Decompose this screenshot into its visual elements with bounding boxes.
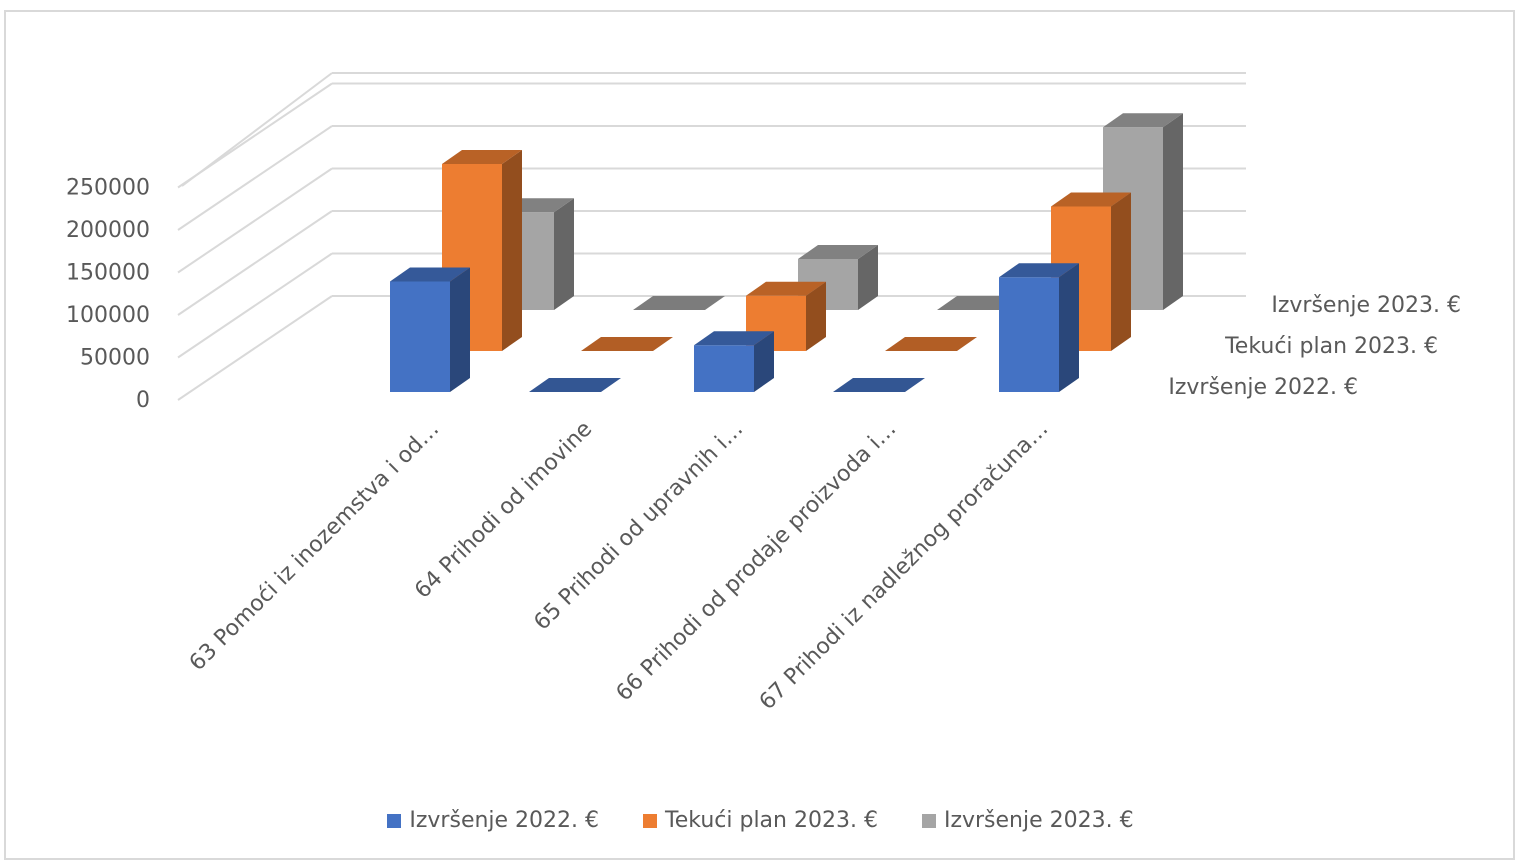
gridline-side-1 [177, 252, 333, 359]
legend-swatch-series-3 [921, 813, 936, 828]
category-label-4: 66 Prihodi od prodaje proizvoda i… [612, 417, 902, 707]
legend-label-series-3: Izvršenje 2023. € [943, 808, 1134, 833]
bar-top [885, 337, 977, 351]
bar-front [694, 345, 754, 392]
category-label-5: 67 Prihodi iz nadležnog proračuna… [755, 417, 1053, 715]
bar-side [754, 331, 774, 392]
bar-series-1-cat-2 [529, 378, 621, 392]
bar-side [1111, 192, 1131, 351]
y-tick-label-4: 200000 [66, 218, 150, 243]
bar-side [1059, 263, 1079, 392]
y-tick-label-1: 50000 [80, 346, 150, 371]
bar-top [581, 337, 673, 351]
y-tick-label-0: 0 [136, 388, 150, 413]
bar-side [502, 150, 522, 351]
bar-front [390, 281, 450, 392]
bar-front [999, 277, 1059, 392]
bar-side [450, 267, 470, 392]
bar-top [1103, 113, 1183, 128]
y-tick-label-2: 100000 [66, 303, 150, 328]
bar-top [999, 263, 1079, 278]
bar-side [1163, 113, 1183, 310]
gridline-side-3 [177, 167, 333, 274]
bar-series-2-cat-1 [442, 150, 522, 351]
legend-swatch-series-1 [387, 813, 402, 828]
bar-top [694, 331, 774, 346]
legend-item-series-1: Izvršenje 2022. € [387, 808, 599, 833]
bar-side [858, 245, 878, 310]
y-tick-label-5: 250000 [66, 176, 150, 201]
bar-top [442, 150, 522, 164]
bar-side [554, 198, 574, 310]
legend-item-series-3: Izvršenje 2023. € [921, 808, 1134, 833]
bar-top [633, 296, 725, 310]
bar-top [746, 281, 826, 296]
legend-label-series-1: Izvršenje 2022. € [409, 808, 600, 833]
gridline-side-4 [177, 125, 333, 231]
bar-series-2-cat-4 [885, 337, 977, 351]
bar-top [390, 267, 470, 282]
bar-series-1-cat-4 [833, 378, 925, 392]
gridline-side-top [181, 72, 333, 187]
legend-label-series-2: Tekući plan 2023. € [665, 808, 878, 833]
bar-top [529, 378, 621, 392]
bar-top [833, 378, 925, 392]
y-tick-label-3: 150000 [66, 261, 150, 286]
bar-series-3-cat-3 [798, 245, 878, 310]
bar-top [1051, 192, 1131, 207]
gridline-side-0 [177, 295, 333, 401]
chart-frame [4, 10, 1515, 860]
legend: Izvršenje 2022. € Tekući plan 2023. € Iz… [0, 808, 1521, 833]
category-label-2: 64 Prihodi od imovine [410, 417, 597, 604]
bar-side [806, 281, 826, 351]
depth-axis-label-series-1: Izvršenje 2022. € [1168, 375, 1358, 400]
bar-series-2-cat-2 [581, 337, 673, 351]
legend-item-series-2: Tekući plan 2023. € [643, 808, 878, 833]
bar-series-1-cat-1 [390, 267, 470, 392]
legend-swatch-series-2 [643, 813, 658, 828]
bar-series-3-cat-2 [633, 296, 725, 310]
depth-axis-label-series-2: Tekući plan 2023. € [1224, 334, 1438, 359]
gridline-side-2 [177, 210, 333, 316]
bar-series-1-cat-3 [694, 331, 774, 392]
category-label-1: 63 Pomoći iz inozemstva i od… [185, 417, 444, 676]
bar-top [798, 245, 878, 259]
depth-axis-label-series-3: Izvršenje 2023. € [1271, 293, 1461, 318]
bar-series-1-cat-5 [999, 263, 1079, 392]
